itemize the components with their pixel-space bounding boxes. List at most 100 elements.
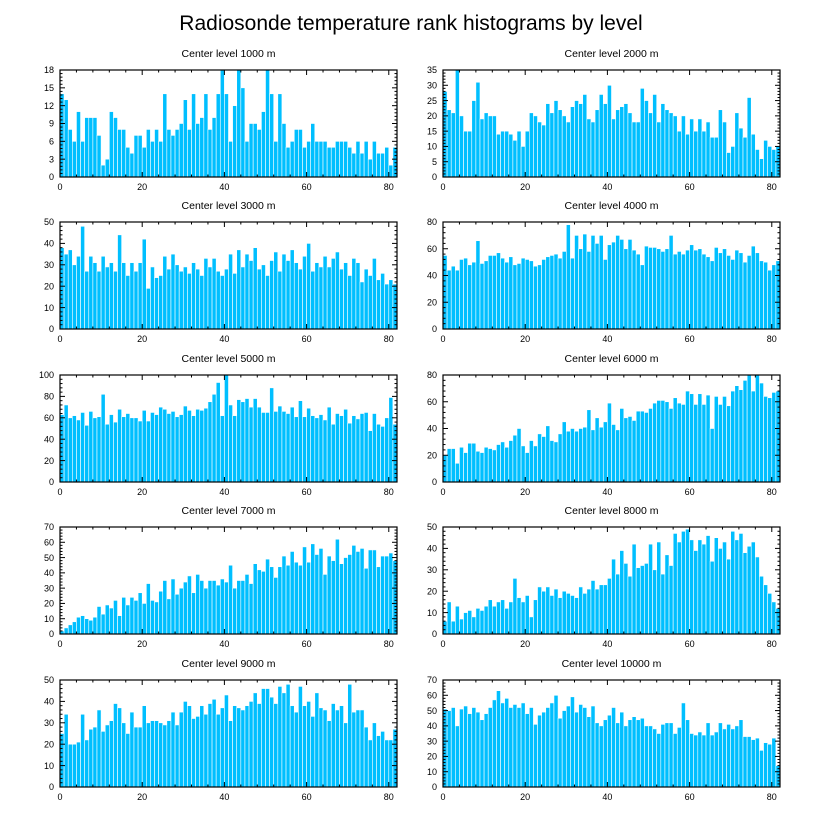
y-tick-label: 40 bbox=[427, 271, 437, 281]
bar bbox=[265, 688, 270, 788]
y-tick-label: 60 bbox=[427, 690, 437, 700]
bar bbox=[261, 264, 266, 330]
bar bbox=[524, 452, 530, 483]
x-tick-label: 0 bbox=[57, 487, 62, 497]
bar bbox=[322, 141, 328, 178]
bar bbox=[252, 123, 258, 178]
bar bbox=[203, 713, 209, 788]
bar bbox=[359, 152, 365, 178]
bar bbox=[767, 146, 773, 178]
bar bbox=[557, 433, 563, 483]
bar bbox=[767, 397, 773, 483]
histogram-panel-8: Center level 8000 m 0 20 40 60 80 0 10 20 30 40 50 bbox=[427, 505, 781, 649]
bar bbox=[512, 434, 518, 483]
bar bbox=[602, 103, 608, 178]
figure-title: Radiosonde temperature rank histograms b… bbox=[179, 12, 642, 35]
bar bbox=[150, 720, 155, 788]
bar bbox=[335, 141, 340, 178]
x-tick-label: 60 bbox=[302, 487, 312, 497]
bar bbox=[623, 417, 629, 483]
bar bbox=[611, 424, 616, 483]
bar bbox=[330, 423, 336, 483]
bar bbox=[293, 262, 299, 330]
bar bbox=[582, 233, 588, 330]
bar bbox=[121, 416, 127, 483]
histogram-panel-7: Center level 7000 m 0 20 40 60 80 0 10 20 30 40 50 6… bbox=[44, 505, 398, 649]
x-tick-label: 40 bbox=[602, 639, 612, 649]
bar bbox=[326, 555, 332, 635]
bar bbox=[248, 406, 254, 483]
bar bbox=[726, 724, 731, 788]
bar bbox=[318, 266, 324, 330]
bar bbox=[533, 115, 538, 178]
bar bbox=[244, 141, 250, 178]
bar bbox=[187, 705, 192, 788]
y-tick-label: 60 bbox=[44, 413, 54, 423]
bar bbox=[545, 103, 551, 178]
bar bbox=[607, 84, 612, 178]
bar bbox=[668, 565, 674, 635]
y-tick-label: 25 bbox=[427, 96, 437, 106]
bar bbox=[224, 581, 229, 635]
bar bbox=[701, 253, 707, 330]
bar bbox=[627, 416, 633, 483]
bar bbox=[541, 124, 547, 178]
bar bbox=[672, 253, 678, 330]
bar bbox=[455, 605, 460, 635]
bar bbox=[289, 406, 295, 483]
bar bbox=[298, 564, 303, 635]
bar bbox=[582, 94, 588, 178]
bar bbox=[199, 580, 205, 635]
bar bbox=[697, 248, 703, 330]
bar bbox=[483, 446, 489, 483]
bar bbox=[117, 615, 122, 635]
bar bbox=[734, 249, 740, 330]
bar bbox=[516, 707, 522, 788]
bar bbox=[137, 420, 143, 483]
y-tick-label: 20 bbox=[44, 739, 54, 749]
bar bbox=[611, 241, 616, 330]
bar bbox=[705, 121, 711, 178]
bar bbox=[582, 593, 588, 635]
y-tick-label: 0 bbox=[432, 477, 437, 487]
bar bbox=[380, 731, 385, 788]
bar bbox=[442, 620, 448, 635]
y-tick-label: 30 bbox=[44, 583, 54, 593]
bar bbox=[339, 415, 344, 483]
bar bbox=[709, 260, 715, 330]
y-tick-label: 9 bbox=[49, 119, 54, 129]
bar bbox=[129, 417, 135, 483]
y-tick-label: 10 bbox=[44, 303, 54, 313]
y-tick-label: 20 bbox=[44, 456, 54, 466]
bar bbox=[619, 408, 625, 483]
bar bbox=[326, 720, 332, 788]
bar bbox=[240, 266, 246, 330]
bar bbox=[738, 127, 744, 178]
bar bbox=[648, 543, 653, 635]
bar bbox=[314, 417, 320, 483]
bar bbox=[100, 613, 106, 635]
bar bbox=[228, 404, 233, 483]
bar bbox=[199, 410, 205, 483]
bar bbox=[681, 702, 686, 788]
x-tick-label: 80 bbox=[384, 334, 394, 344]
bar bbox=[219, 275, 225, 330]
y-tick-label: 0 bbox=[49, 629, 54, 639]
bar bbox=[730, 146, 736, 178]
bar bbox=[631, 121, 637, 178]
x-tick-label: 80 bbox=[384, 182, 394, 192]
bar bbox=[693, 249, 699, 330]
x-tick-label: 60 bbox=[685, 182, 695, 192]
bar bbox=[611, 118, 616, 178]
bar bbox=[718, 548, 723, 635]
bar bbox=[215, 713, 221, 788]
bar bbox=[590, 705, 596, 788]
bar bbox=[388, 164, 394, 178]
bar bbox=[351, 258, 357, 330]
bar bbox=[166, 598, 172, 635]
bar bbox=[289, 551, 295, 635]
bar bbox=[705, 394, 711, 483]
histogram-panel-10: Center level 10000 m 0 20 40 60 80 0 10 20 30 40 50… bbox=[427, 658, 781, 802]
bar bbox=[483, 260, 489, 330]
bar bbox=[537, 433, 542, 483]
